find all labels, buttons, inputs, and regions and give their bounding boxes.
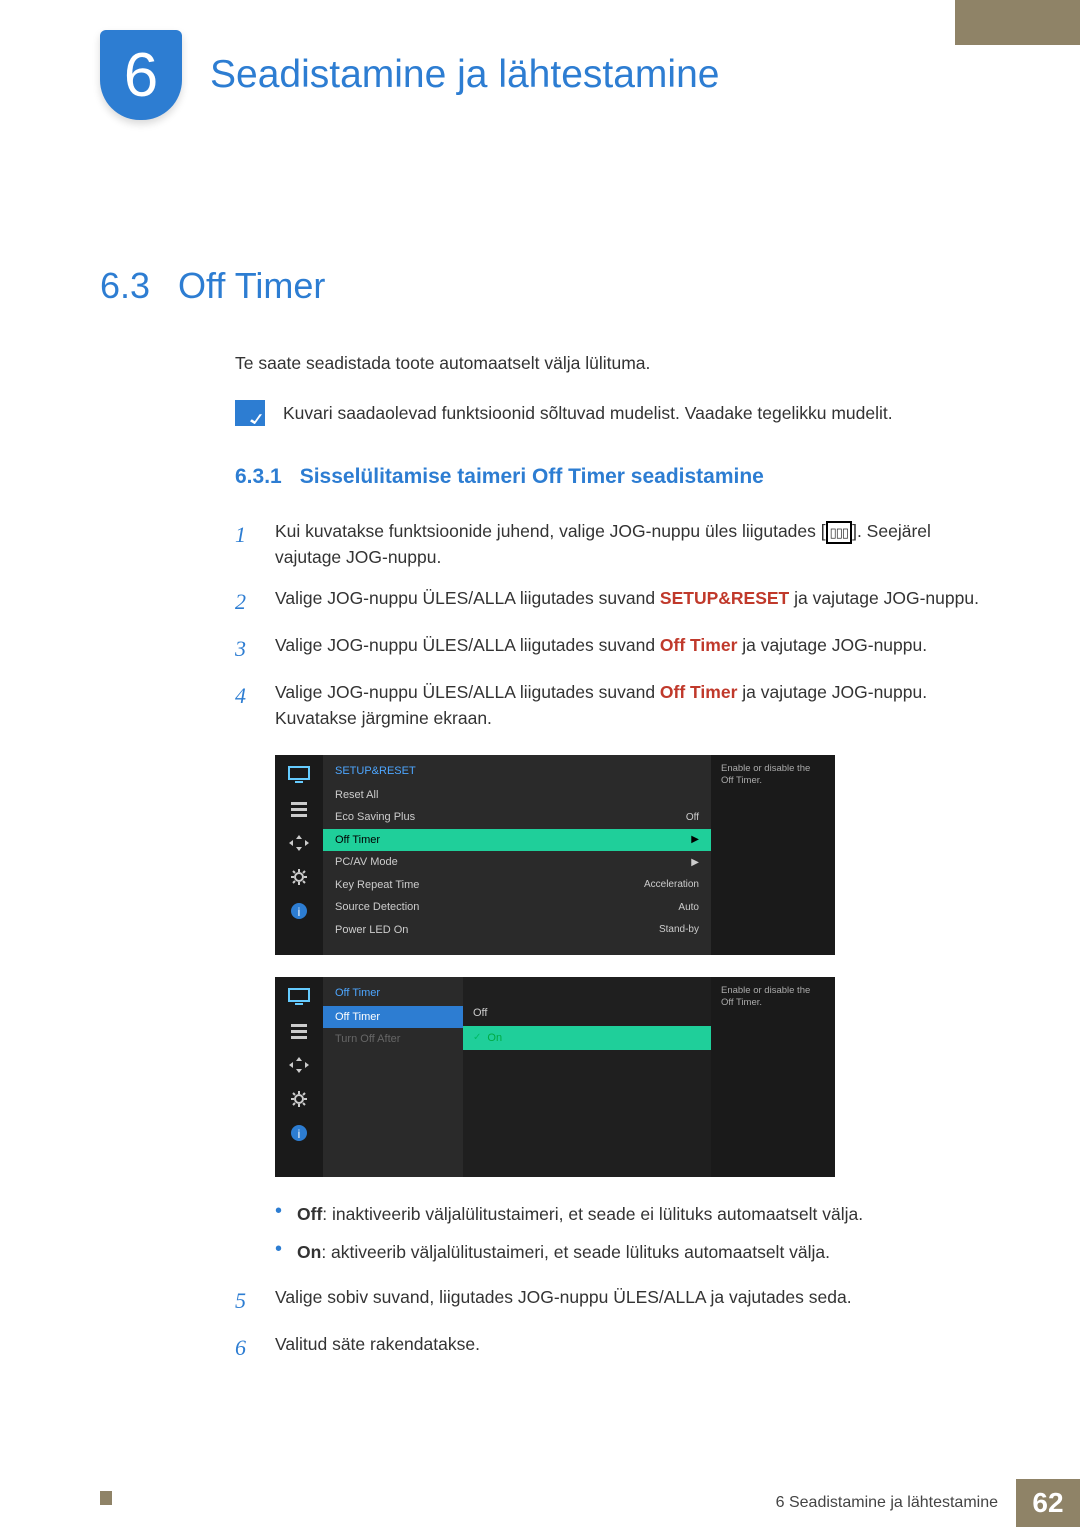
section-number: 6.3 — [100, 265, 150, 307]
step-item: 5 Valige sobiv suvand, liigutades JOG-nup… — [235, 1284, 995, 1317]
osd-menu-row: Off Timer ▶ — [323, 829, 711, 852]
osd-option-label: Off — [473, 1007, 487, 1019]
osd-menu-row: Key Repeat Time Acceleration — [323, 874, 711, 897]
note-text: Kuvari saadaolevad funktsioonid sõltuvad… — [283, 400, 893, 426]
step-item: 1 Kui kuvatakse funktsioonide juhend, val… — [235, 518, 995, 571]
osd-screenshot-1: i SETUP&RESET Reset All Eco Saving Plus Of… — [275, 755, 835, 955]
list-icon — [284, 797, 314, 821]
step-text: Valitud säte rakendatakse. — [275, 1331, 995, 1364]
info-icon: i — [284, 899, 314, 923]
gear-icon — [284, 865, 314, 889]
osd-panel-title: SETUP&RESET — [323, 755, 711, 784]
osd-menu-row: Power LED On Stand-by — [323, 919, 711, 942]
step-item: 2 Valige JOG-nuppu ÜLES/ALLA liigutades s… — [235, 585, 995, 618]
chapter-badge: 6 — [100, 30, 182, 120]
menu-inline-icon: ▯▯▯ — [826, 521, 852, 545]
step-text: Kui kuvatakse funktsioonide juhend, vali… — [275, 518, 995, 571]
section-title: Off Timer — [178, 265, 325, 307]
osd-submenu-row: Turn Off After — [323, 1028, 463, 1051]
bullet-list: Off: inaktiveerib väljalülitustaimeri, e… — [275, 1201, 995, 1266]
osd-row-value: Off — [686, 810, 699, 825]
osd-menu-row: Eco Saving Plus Off — [323, 806, 711, 829]
osd-sidebar: i — [275, 755, 323, 955]
osd-row-value: Stand-by — [659, 922, 699, 937]
osd-row-label: Reset All — [335, 787, 378, 804]
osd-menu-row: PC/AV Mode ▶ — [323, 851, 711, 874]
list-icon — [284, 1019, 314, 1043]
osd-submenu-row: Off Timer — [323, 1006, 463, 1029]
step-number: 4 — [235, 679, 255, 732]
step-number: 2 — [235, 585, 255, 618]
osd-screens: i SETUP&RESET Reset All Eco Saving Plus Of… — [275, 755, 995, 1177]
osd-tooltip: Enable or disable the Off Timer. — [711, 977, 835, 1177]
step-text: Valige JOG-nuppu ÜLES/ALLA liigutades su… — [275, 679, 995, 732]
footer-page-number: 62 — [1016, 1479, 1080, 1527]
osd-row-value: ▶ — [691, 832, 699, 847]
steps-list-after: 5 Valige sobiv suvand, liigutades JOG-nup… — [235, 1284, 995, 1364]
step-number: 3 — [235, 632, 255, 665]
osd-row-label: Key Repeat Time — [335, 877, 419, 894]
osd-screenshot-2: i Off Timer Off TimerTurn Off After OffO… — [275, 977, 835, 1177]
bullet-key: On — [297, 1242, 321, 1262]
chapter-title: Seadistamine ja lähtestamine — [210, 53, 719, 97]
step-item: 3 Valige JOG-nuppu ÜLES/ALLA liigutades s… — [235, 632, 995, 665]
osd-row-label: Source Detection — [335, 899, 419, 916]
arrows-icon — [284, 1053, 314, 1077]
osd-main-panel: Off Timer Off TimerTurn Off After OffOn — [323, 977, 711, 1177]
step-text: Valige JOG-nuppu ÜLES/ALLA liigutades su… — [275, 585, 995, 618]
bullet-item: Off: inaktiveerib väljalülitustaimeri, e… — [275, 1201, 995, 1227]
osd-row-label: Power LED On — [335, 922, 408, 939]
step-text: Valige sobiv suvand, liigutades JOG-nupp… — [275, 1284, 995, 1317]
bullet-item: On: aktiveerib väljalülitustaimeri, et s… — [275, 1239, 995, 1265]
osd-option: On — [463, 1026, 711, 1051]
osd-tooltip: Enable or disable the Off Timer. — [711, 755, 835, 955]
subsection-number: 6.3.1 — [235, 461, 282, 493]
intro-text: Te saate seadistada toote automaatselt v… — [235, 350, 995, 376]
osd-row-label: PC/AV Mode — [335, 854, 398, 871]
osd-row-value: Acceleration — [644, 877, 699, 892]
subsection-heading: 6.3.1 Sisselülitamise taimeri Off Timer … — [235, 461, 995, 493]
osd-row-value: ▶ — [691, 855, 699, 870]
steps-list: 1 Kui kuvatakse funktsioonide juhend, val… — [235, 518, 995, 731]
page-footer: 6 Seadistamine ja lähtestamine 62 — [0, 1479, 1080, 1527]
osd-option: Off — [463, 1001, 711, 1026]
step-number: 1 — [235, 518, 255, 571]
section-heading: 6.3 Off Timer — [100, 265, 325, 307]
step-number: 6 — [235, 1331, 255, 1364]
inline-bold-ref: Off Timer — [660, 635, 737, 655]
subsection-title: Sisselülitamise taimeri Off Timer seadis… — [300, 461, 764, 493]
inline-bold-ref: Off Timer — [660, 682, 737, 702]
step-item: 4 Valige JOG-nuppu ÜLES/ALLA liigutades s… — [235, 679, 995, 732]
monitor-icon — [284, 763, 314, 787]
arrows-icon — [284, 831, 314, 855]
osd-row-label: Eco Saving Plus — [335, 809, 415, 826]
osd-row-label: Off Timer — [335, 832, 380, 849]
osd-menu-row: Reset All — [323, 784, 711, 807]
step-text: Valige JOG-nuppu ÜLES/ALLA liigutades su… — [275, 632, 995, 665]
osd-option-label: On — [487, 1030, 502, 1047]
step-number: 5 — [235, 1284, 255, 1317]
osd-panel-title: Off Timer — [323, 977, 463, 1006]
osd-main-panel: SETUP&RESET Reset All Eco Saving Plus Off O… — [323, 755, 711, 955]
info-icon: i — [284, 1121, 314, 1145]
chapter-header: 6 Seadistamine ja lähtestamine — [100, 30, 1020, 120]
svg-text:i: i — [298, 905, 301, 919]
osd-sidebar: i — [275, 977, 323, 1177]
svg-text:i: i — [298, 1127, 301, 1141]
footer-chapter-label: 6 Seadistamine ja lähtestamine — [776, 1494, 1016, 1512]
gear-icon — [284, 1087, 314, 1111]
osd-row-value: Auto — [678, 900, 699, 915]
osd-menu-row: Source Detection Auto — [323, 896, 711, 919]
note-icon — [235, 400, 265, 426]
bullet-key: Off — [297, 1204, 322, 1224]
note-row: Kuvari saadaolevad funktsioonid sõltuvad… — [235, 400, 995, 426]
inline-bold-ref: SETUP&RESET — [660, 588, 789, 608]
footer-accent-bar — [100, 1491, 112, 1505]
step-item: 6 Valitud säte rakendatakse. — [235, 1331, 995, 1364]
monitor-icon — [284, 985, 314, 1009]
